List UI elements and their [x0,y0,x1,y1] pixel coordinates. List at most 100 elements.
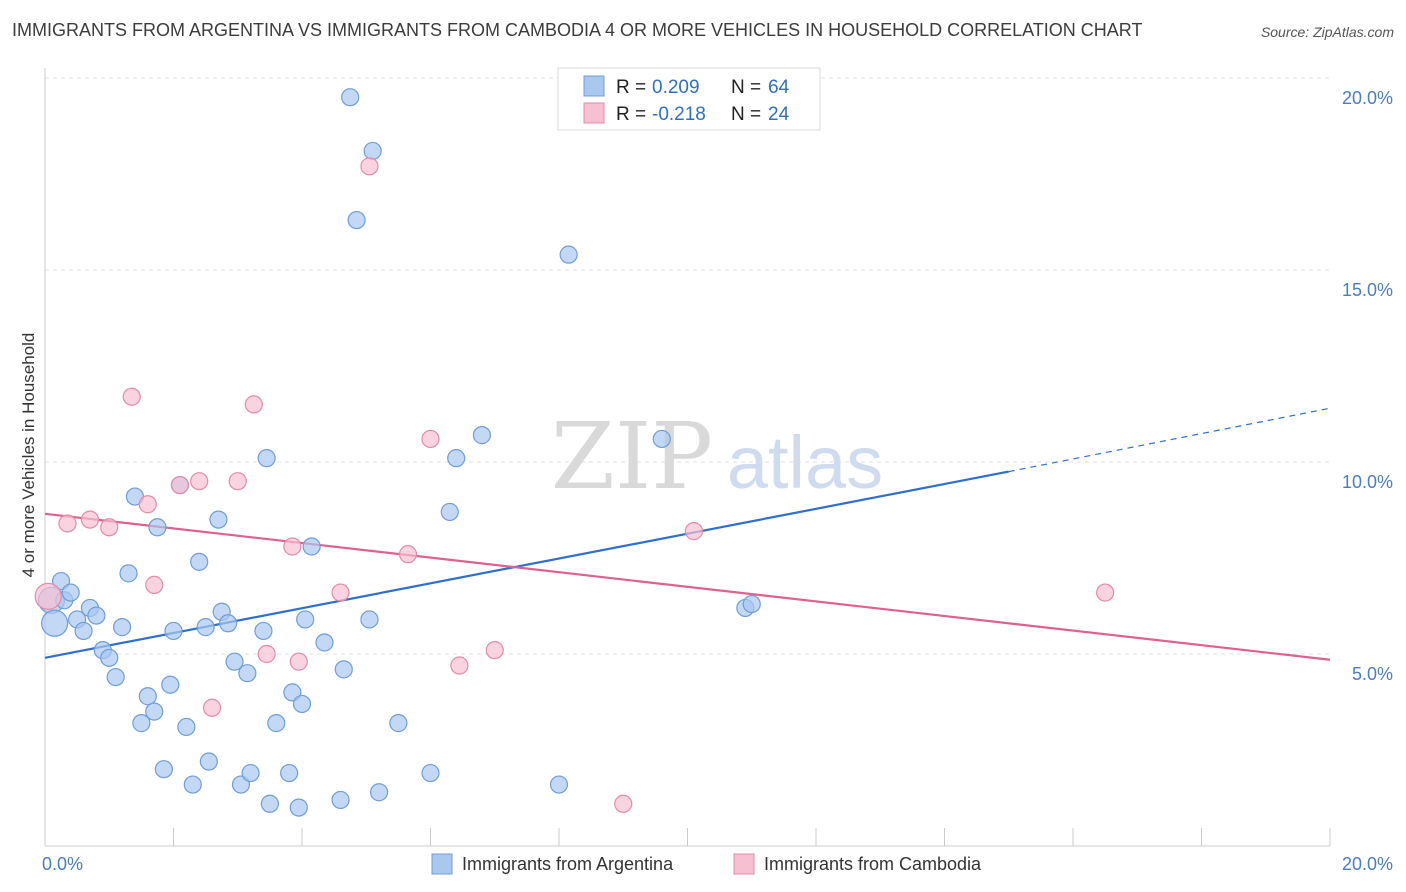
stats-legend: R = 0.209 N = 64 R = -0.218 N = 24 [557,67,821,131]
point-series0-57 [472,426,491,445]
x-tick-label-0: 0.0% [42,854,83,874]
trend-line-series0 [44,470,1009,659]
chart-title: IMMIGRANTS FROM ARGENTINA VS IMMIGRANTS … [12,20,1143,40]
point-series0-48 [341,88,360,107]
point-series1-20 [485,641,504,660]
legend-n-label-1: N = [731,104,761,125]
point-series1-9 [202,698,222,717]
watermark-atlas: atlas [727,421,883,504]
point-series0-26 [196,618,215,637]
series-legend-label-0: Immigrants from Argentina [462,854,674,874]
data-points [34,88,1115,817]
point-series0-24 [183,775,202,794]
point-series1-19 [450,656,469,675]
point-series1-16 [360,157,379,176]
point-series0-17 [145,702,164,721]
series-legend-swatch-0 [431,853,453,875]
point-series0-37 [260,794,279,813]
point-series1-4 [122,387,141,406]
point-series1-8 [190,472,209,491]
watermark: ZIP atlas [551,403,883,510]
point-series0-45 [315,633,334,652]
series-legend: Immigrants from Argentina Immigrants from… [431,853,982,875]
point-series1-14 [289,652,308,671]
point-series0-18 [148,518,167,537]
point-series1-7 [170,475,190,495]
tick-labels: 5.0% 10.0% 15.0% 20.0% 0.0% 20.0% [42,88,1393,874]
point-series0-62 [742,594,761,614]
point-series0-49 [347,210,366,230]
point-series0-13 [119,564,138,583]
legend-n-label-0: N = [731,77,761,98]
point-series1-22 [684,522,704,541]
point-series1-17 [398,545,418,564]
grid-lines [45,77,1330,655]
axes [44,68,1331,847]
legend-n-value-1: 24 [768,104,790,125]
chart-source: Source: ZipAtlas.com [1260,24,1394,40]
point-series0-20 [161,675,180,694]
point-series0-6 [74,621,93,641]
point-series0-28 [209,510,228,529]
y-tick-label-3: 20.0% [1342,88,1393,108]
point-series0-55 [440,502,459,522]
point-series0-42 [292,694,312,714]
point-series0-59 [559,245,578,264]
point-series0-30 [219,614,238,633]
legend-r-value-0: 0.209 [652,77,700,98]
point-series0-38 [267,714,286,733]
point-series0-39 [280,763,299,783]
point-series0-58 [549,775,569,794]
legend-r-value-1: -0.218 [652,104,706,125]
y-axis-title: 4 or more Vehicles in Household [19,333,38,578]
point-series0-21 [164,621,183,641]
point-series0-56 [447,449,466,468]
point-series1-18 [421,429,440,449]
point-series0-54 [421,763,440,783]
point-series1-15 [331,583,350,602]
legend-r-label-1: R = [616,104,646,125]
point-series1-3 [100,518,119,537]
y-tick-label-1: 10.0% [1342,472,1393,492]
point-series1-5 [138,495,157,514]
point-series0-60 [652,429,671,449]
series-legend-swatch-1 [733,853,755,875]
y-tick-label-0: 5.0% [1352,664,1393,684]
point-series0-36 [257,449,276,468]
point-series1-11 [244,395,263,414]
x-tick-label-1: 20.0% [1342,854,1393,874]
point-series0-23 [177,717,196,737]
point-series1-1 [58,514,77,533]
y-tick-label-2: 15.0% [1342,280,1393,300]
series-legend-label-1: Immigrants from Cambodia [764,854,982,874]
point-series0-43 [296,610,315,629]
point-series1-6 [145,575,164,594]
point-series0-1 [41,609,69,637]
point-series0-12 [112,618,132,637]
point-series1-2 [80,510,100,529]
point-series0-4 [61,583,80,602]
point-series0-51 [363,141,382,161]
point-series0-41 [289,798,308,817]
point-series1-21 [614,794,633,813]
point-series0-11 [106,667,125,687]
point-series1-23 [1096,583,1115,602]
point-series0-47 [334,660,353,679]
legend-swatch-0 [583,75,605,97]
point-series0-10 [100,648,119,667]
legend-r-label-0: R = [616,77,646,98]
watermark-zip: ZIP [551,403,713,510]
point-series0-52 [370,783,389,802]
point-series1-10 [228,472,247,491]
point-series1-0 [34,582,62,611]
legend-swatch-1 [583,102,605,124]
point-series1-13 [283,537,302,556]
trend-line-series1 [44,512,1331,661]
point-series0-50 [360,610,379,629]
point-series0-33 [238,664,257,683]
legend-n-value-0: 64 [768,77,790,98]
point-series0-25 [190,552,209,571]
point-series0-15 [132,714,151,733]
point-series0-16 [138,687,157,706]
